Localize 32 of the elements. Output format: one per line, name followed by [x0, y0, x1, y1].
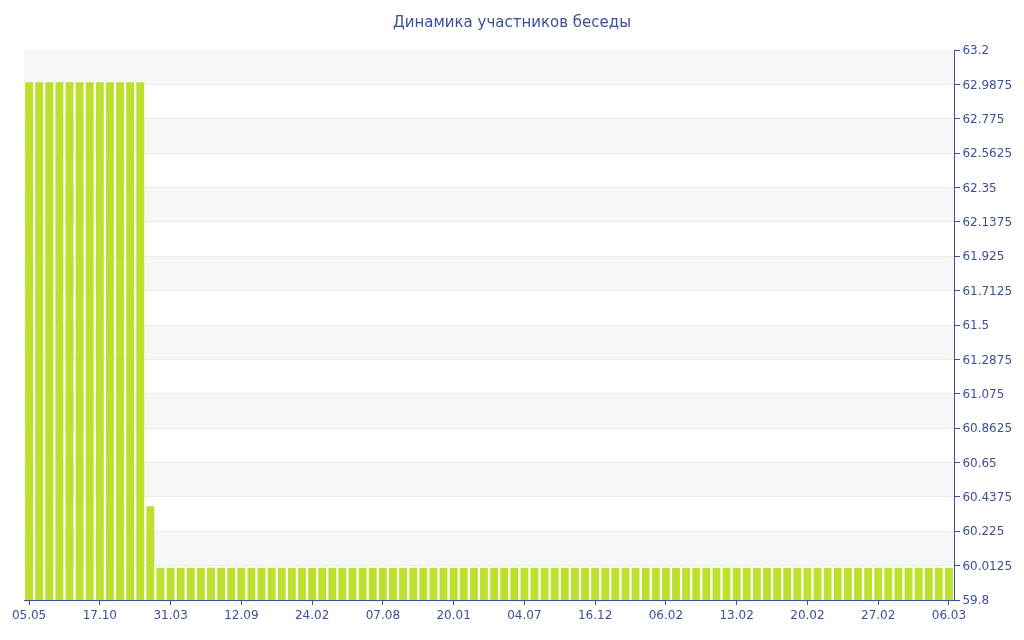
- x-tick-label: 06.02: [648, 608, 684, 623]
- y-tick-label: 60.4375: [962, 490, 1013, 505]
- x-tick-label: 12.09: [224, 608, 259, 623]
- x-tick-label: 05.05: [11, 608, 47, 623]
- x-tick-label: 07.08: [365, 608, 401, 623]
- y-tick-label: 60.8625: [962, 421, 1013, 436]
- x-tick-label: 13.02: [719, 608, 754, 623]
- y-tick-label: 62.775: [962, 111, 1005, 126]
- x-tick-label: 20.02: [790, 608, 825, 623]
- y-tick-label: 62.9875: [962, 77, 1013, 92]
- x-tick-label: 16.12: [577, 608, 613, 623]
- y-tick-label: 61.7125: [962, 283, 1013, 298]
- y-tick-label: 60.0125: [962, 558, 1013, 573]
- y-tick-label: 62.5625: [962, 146, 1013, 161]
- y-tick-label: 62.1375: [962, 215, 1013, 230]
- y-tick-label: 61.075: [962, 386, 1005, 401]
- y-tick-label: 63.2: [962, 43, 990, 58]
- x-tick-label: 04.07: [507, 608, 542, 623]
- x-tick-label: 24.02: [294, 608, 330, 623]
- y-tick-label: 60.65: [962, 455, 997, 470]
- x-tick-label: 20.01: [436, 608, 471, 623]
- y-tick-label: 61.2875: [962, 352, 1013, 367]
- x-tick-label: 27.02: [861, 608, 896, 623]
- y-tick-label: 59.8: [962, 593, 990, 608]
- x-tick-label: 31.03: [153, 608, 188, 623]
- y-tick-label: 60.225: [962, 524, 1005, 539]
- chart-title: Динамика участников беседы: [392, 12, 632, 31]
- x-tick-label: 06.03: [931, 608, 967, 623]
- x-tick-label: 17.10: [82, 608, 117, 623]
- y-tick-label: 61.925: [962, 249, 1005, 264]
- y-tick-label: 61.5: [962, 318, 990, 333]
- y-tick-label: 62.35: [962, 180, 997, 195]
